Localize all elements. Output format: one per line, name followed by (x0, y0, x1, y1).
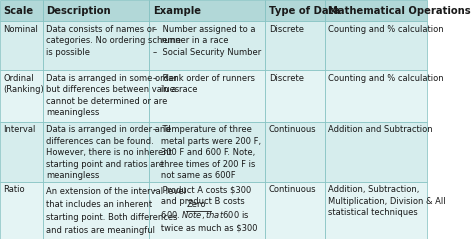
Bar (149, 0, 265, 21)
Bar (0, 21, 43, 70)
Text: Data consists of names or
categories. No ordering scheme
is possible: Data consists of names or categories. No… (46, 25, 181, 56)
Bar (325, 122, 427, 182)
Text: starting point. Both differences: starting point. Both differences (46, 213, 177, 222)
Text: Continuous: Continuous (269, 125, 316, 134)
Bar (265, 122, 325, 182)
Text: Description: Description (46, 5, 110, 16)
Bar (325, 0, 427, 21)
Text: Ordinal
(Ranking): Ordinal (Ranking) (3, 74, 44, 94)
Text: –  Product A costs $300
   and product B costs
   $600. Note, that $600 is
   tw: – Product A costs $300 and product B cos… (153, 185, 257, 232)
Bar (265, 0, 325, 21)
Text: –  Temperature of three
   metal parts were 200 F,
   300 F and 600 F. Note,
   : – Temperature of three metal parts were … (153, 125, 261, 180)
Bar (149, 182, 265, 239)
Bar (0, 122, 43, 182)
Text: Interval: Interval (3, 125, 36, 134)
Text: Example: Example (153, 5, 201, 16)
Bar (149, 122, 265, 182)
Bar (43, 182, 149, 239)
Text: –  Number assigned to a
   runner in a race
–  Social Security Number: – Number assigned to a runner in a race … (153, 25, 261, 56)
Bar (149, 70, 265, 122)
Text: Continuous: Continuous (269, 185, 316, 194)
Bar (325, 70, 427, 122)
Text: Discrete: Discrete (269, 74, 304, 83)
Text: Data is arranged in order and
differences can be found.
However, there is no inh: Data is arranged in order and difference… (46, 125, 172, 180)
Bar (43, 0, 149, 21)
Text: Mathematical Operations: Mathematical Operations (328, 5, 471, 16)
Text: Ratio: Ratio (3, 185, 25, 194)
Text: Scale: Scale (3, 5, 34, 16)
Bar (325, 182, 427, 239)
Text: Data is arranged in some order
but differences between values
cannot be determin: Data is arranged in some order but diffe… (46, 74, 179, 117)
Bar (265, 70, 325, 122)
Bar (0, 182, 43, 239)
Text: Nominal: Nominal (3, 25, 38, 34)
Bar (43, 70, 149, 122)
Text: Counting and % calculation: Counting and % calculation (328, 74, 444, 83)
Bar (43, 21, 149, 70)
Text: Type of Data: Type of Data (269, 5, 340, 16)
Text: Counting and % calculation: Counting and % calculation (328, 25, 444, 34)
Bar (0, 70, 43, 122)
Bar (43, 122, 149, 182)
Text: –  Rank order of runners
   in a race: – Rank order of runners in a race (153, 74, 255, 94)
Text: Zero: Zero (186, 200, 206, 209)
Text: Discrete: Discrete (269, 25, 304, 34)
Text: An extension of the interval level: An extension of the interval level (46, 187, 186, 196)
Text: that includes an inherent: that includes an inherent (46, 200, 155, 209)
Bar (265, 21, 325, 70)
Bar (265, 182, 325, 239)
Bar (325, 21, 427, 70)
Bar (0, 0, 43, 21)
Text: and ratios are meaningful: and ratios are meaningful (46, 226, 155, 235)
Text: Addition, Subtraction,
Multiplication, Division & All
statistical techniques: Addition, Subtraction, Multiplication, D… (328, 185, 446, 217)
Bar (149, 21, 265, 70)
Text: Addition and Subtraction: Addition and Subtraction (328, 125, 433, 134)
